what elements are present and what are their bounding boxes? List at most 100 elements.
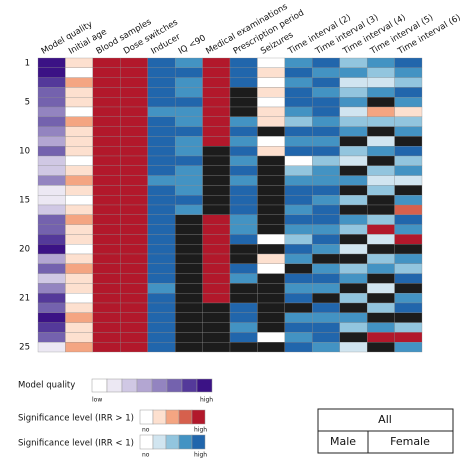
cell: [229, 57, 258, 68]
cell: [284, 126, 313, 137]
cell: [120, 175, 148, 186]
cell: [366, 146, 395, 157]
legend-swatch: [151, 378, 168, 393]
cell: [394, 263, 423, 274]
cell: [394, 293, 423, 304]
cell: [120, 253, 148, 264]
cell: [174, 87, 203, 98]
cell: [257, 332, 286, 343]
cell: [147, 342, 176, 353]
cell: [312, 195, 340, 206]
cell: [229, 195, 258, 206]
missing-cell: [174, 322, 203, 333]
cell: [65, 332, 94, 343]
missing-cell: [394, 185, 423, 196]
cell: [174, 67, 203, 78]
missing-cell: [366, 195, 395, 206]
cell: [92, 312, 121, 323]
cell: [65, 263, 94, 274]
row-label: 5: [25, 98, 30, 108]
missing-cell: [339, 165, 368, 176]
cell: [65, 155, 94, 166]
cell: [229, 136, 258, 147]
cell: [147, 253, 176, 264]
cell: [174, 126, 203, 137]
cell: [284, 293, 313, 304]
cell: [229, 263, 258, 274]
cell: [65, 302, 94, 313]
cell: [312, 204, 340, 215]
cell: [312, 67, 340, 78]
cell: [284, 332, 313, 343]
missing-cell: [174, 273, 203, 284]
missing-cell: [394, 244, 423, 255]
missing-cell: [339, 204, 368, 215]
cell: [339, 126, 368, 137]
cell: [92, 67, 121, 78]
cell: [120, 185, 148, 196]
cell: [312, 214, 340, 225]
cell: [257, 136, 286, 147]
missing-cell: [339, 283, 368, 294]
cell: [257, 67, 286, 78]
missing-cell: [312, 253, 340, 264]
cell: [366, 322, 395, 333]
cell: [339, 77, 368, 88]
cell: [366, 185, 395, 196]
cell: [366, 57, 395, 68]
cell: [312, 97, 340, 108]
missing-cell: [202, 195, 231, 206]
missing-cell: [257, 204, 286, 215]
cell: [257, 77, 286, 88]
cell: [339, 146, 368, 157]
cell: [312, 322, 340, 333]
cell: [37, 224, 66, 235]
cell: [229, 175, 258, 186]
cell: [37, 283, 66, 294]
cell: [394, 87, 423, 98]
cell: [257, 253, 286, 264]
cell: [92, 253, 121, 264]
negative-legend-low: no: [142, 452, 150, 459]
cell: [37, 106, 66, 117]
quality-legend-low: low: [92, 397, 102, 404]
cell: [92, 195, 121, 206]
cell: [147, 263, 176, 274]
cell: [174, 97, 203, 108]
cell: [120, 312, 148, 323]
cell: [284, 87, 313, 98]
cell: [284, 97, 313, 108]
cell: [284, 116, 313, 127]
cell: [147, 116, 176, 127]
cell: [229, 312, 258, 323]
cell: [284, 204, 313, 215]
row-label: 25: [19, 343, 30, 353]
cell: [284, 57, 313, 68]
cell: [312, 126, 340, 137]
cell: [37, 57, 66, 68]
cell: [37, 244, 66, 255]
cell: [37, 136, 66, 147]
missing-cell: [257, 312, 286, 323]
legend-swatch: [196, 378, 213, 393]
cell: [37, 214, 66, 225]
legend-swatch: [165, 409, 180, 425]
cell: [147, 244, 176, 255]
cell: [120, 273, 148, 284]
missing-cell: [174, 312, 203, 323]
cell: [65, 195, 94, 206]
sex-legend-male: Male: [330, 435, 356, 448]
cell: [65, 146, 94, 157]
cell: [202, 77, 231, 88]
missing-cell: [174, 332, 203, 343]
cell: [284, 253, 313, 264]
cell: [339, 195, 368, 206]
row-label: 20: [19, 245, 30, 255]
cell: [202, 136, 231, 147]
missing-cell: [366, 342, 395, 353]
cell: [202, 263, 231, 274]
cell: [229, 322, 258, 333]
cell: [37, 97, 66, 108]
cell: [284, 244, 313, 255]
missing-cell: [202, 165, 231, 176]
